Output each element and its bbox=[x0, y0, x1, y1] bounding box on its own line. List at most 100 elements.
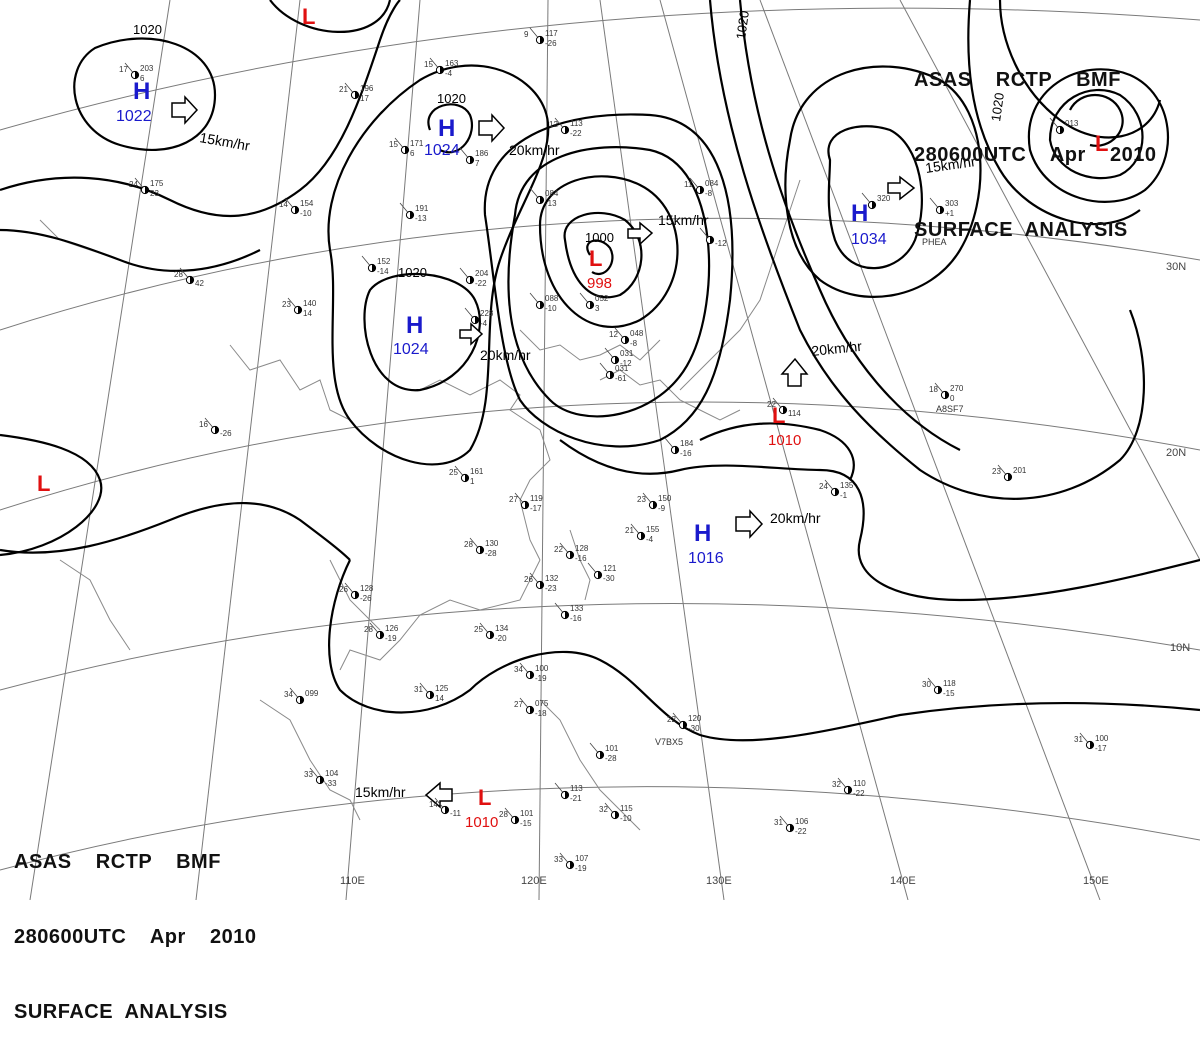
station-plot: 28 101-15 bbox=[499, 807, 534, 828]
station-temperature: 21 bbox=[339, 85, 348, 94]
cloud-cover-icon bbox=[835, 488, 839, 496]
station-temperature: 24 bbox=[819, 482, 828, 491]
station-pressure: 120 bbox=[688, 714, 702, 723]
ship-callsign: A8SF7 bbox=[936, 404, 964, 414]
station-plot: 26 128-26 bbox=[339, 582, 374, 603]
station-plot: 31 106-22 bbox=[774, 815, 809, 836]
korea-coast bbox=[519, 329, 661, 361]
high-center-symbol: H bbox=[133, 78, 150, 105]
isobar bbox=[1069, 94, 1124, 147]
station-pressure: 099 bbox=[305, 689, 319, 698]
cloud-cover-icon bbox=[783, 406, 787, 414]
station-pressure: 161 bbox=[470, 467, 484, 476]
station-temperature: 14 bbox=[429, 800, 438, 809]
motion-arrow-icon bbox=[627, 221, 654, 246]
station-plot: 12 113-22 bbox=[549, 117, 583, 138]
high-center-value: 1022 bbox=[116, 108, 152, 125]
station-plot: 12 048-8 bbox=[609, 327, 644, 348]
station-pressure: 101 bbox=[520, 809, 534, 818]
station-plot: 101-28 bbox=[589, 742, 619, 763]
isobar-label: 1020 bbox=[133, 22, 162, 37]
station-tendency: -26 bbox=[545, 39, 557, 48]
coastline bbox=[229, 344, 351, 421]
station-tendency: -11 bbox=[450, 809, 462, 818]
isobar bbox=[699, 422, 855, 481]
station-tendency: -30 bbox=[688, 724, 700, 733]
cloud-cover-icon bbox=[590, 301, 594, 309]
cloud-cover-icon bbox=[300, 696, 304, 704]
isobar bbox=[427, 103, 473, 154]
station-plot: 088-10 bbox=[529, 292, 559, 313]
station-tendency: -16 bbox=[570, 614, 582, 623]
station-pressure: 132 bbox=[545, 574, 559, 583]
station-tendency: 0 bbox=[950, 394, 955, 403]
station-plot: 320 bbox=[861, 192, 891, 210]
cloud-cover-icon bbox=[490, 631, 494, 639]
coastlines bbox=[39, 179, 801, 831]
station-plot: 34 099 bbox=[284, 687, 319, 705]
station-temperature: 25 bbox=[474, 625, 483, 634]
station-plot: 28 42 bbox=[174, 267, 204, 288]
low-center-value: 1010 bbox=[768, 432, 801, 449]
cloud-cover-icon bbox=[480, 546, 484, 554]
cloud-cover-icon bbox=[440, 66, 444, 74]
parallel-line bbox=[0, 217, 1200, 331]
isobar bbox=[0, 433, 103, 557]
station-tendency: -4 bbox=[480, 319, 488, 328]
lon-label: 110E bbox=[340, 875, 365, 887]
philippines-coast bbox=[539, 699, 641, 831]
title-line-2: 280600UTC Apr 2010 bbox=[14, 926, 257, 948]
station-pressure: 113 bbox=[570, 119, 583, 128]
station-plot: 16 -26 bbox=[199, 417, 232, 438]
cloud-cover-icon bbox=[598, 571, 602, 579]
cloud-cover-icon bbox=[600, 751, 604, 759]
station-temperature: 22 bbox=[667, 715, 676, 724]
station-temperature: 34 bbox=[514, 665, 523, 674]
station-temperature: 31 bbox=[774, 818, 783, 827]
station-pressure: 125 bbox=[435, 684, 449, 693]
cloud-cover-icon bbox=[430, 691, 434, 699]
station-tendency: -19 bbox=[575, 864, 587, 873]
station-pressure: 140 bbox=[303, 299, 317, 308]
station-tendency: -17 bbox=[1095, 744, 1107, 753]
station-pressure: 048 bbox=[630, 329, 644, 338]
station-temperature: 26 bbox=[524, 575, 533, 584]
meridian-line bbox=[195, 0, 301, 900]
station-pressure: 104 bbox=[325, 769, 339, 778]
station-pressure: 152 bbox=[377, 257, 391, 266]
motion-speed-label: 15km/hr bbox=[658, 212, 709, 228]
station-plot: 15 163-4 bbox=[424, 57, 459, 78]
station-plot: 33 107-19 bbox=[554, 852, 589, 873]
station-tendency: -13 bbox=[545, 199, 557, 208]
cloud-cover-icon bbox=[295, 206, 299, 214]
isobar bbox=[483, 113, 734, 448]
isobar-label: 1020 bbox=[398, 265, 427, 280]
station-plot: 031-12 bbox=[604, 347, 634, 368]
isobar bbox=[967, 0, 1141, 226]
cloud-cover-icon bbox=[570, 861, 574, 869]
station-pressure: 135 bbox=[840, 481, 854, 490]
station-pressure: 052 bbox=[595, 294, 609, 303]
low-center-symbol: L bbox=[589, 246, 602, 271]
station-plot: 121-30 bbox=[587, 562, 617, 583]
station-plot: 113-21 bbox=[554, 782, 583, 803]
cloud-cover-icon bbox=[525, 501, 529, 509]
isobar bbox=[73, 37, 217, 152]
isobar-label: 1020 bbox=[437, 91, 466, 106]
high-center-value: 1024 bbox=[424, 142, 460, 159]
cloud-cover-icon bbox=[540, 196, 544, 204]
cloud-cover-icon bbox=[372, 264, 376, 272]
isobar bbox=[738, 0, 961, 451]
title-line-3: SURFACE ANALYSIS bbox=[14, 1001, 228, 1023]
high-center-symbol: H bbox=[406, 312, 423, 339]
pressure-centers: H 1022 H 1024 H 1024 L 998 H 1034 L L L … bbox=[37, 4, 1108, 831]
station-plot: 27 119-17 bbox=[509, 492, 543, 513]
station-temperature: 11 bbox=[684, 180, 693, 189]
title-line-2: 280600UTC Apr 2010 bbox=[914, 144, 1157, 166]
station-plot: 228-4 bbox=[464, 307, 494, 328]
station-pressure: 184 bbox=[680, 439, 694, 448]
